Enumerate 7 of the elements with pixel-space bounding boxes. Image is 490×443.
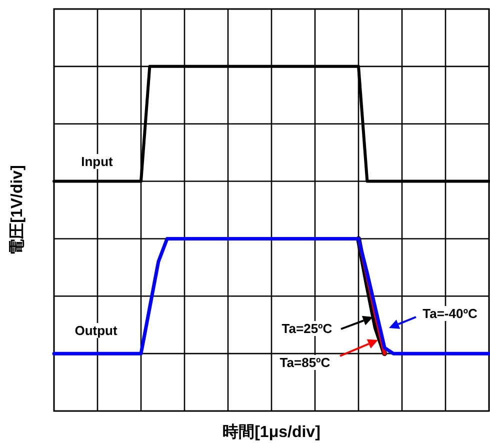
- label-series: Ta=25ºC: [280, 316, 373, 336]
- label-series: Ta=85ºC: [278, 339, 378, 370]
- x-axis-title: 時間[1μs/div]: [222, 423, 320, 441]
- legend-label: Ta=-40ºC: [422, 306, 478, 321]
- label-series: Input: [79, 154, 116, 169]
- y-axis-title: 電圧[1V/div]: [8, 165, 26, 255]
- annotation: Output: [74, 323, 118, 338]
